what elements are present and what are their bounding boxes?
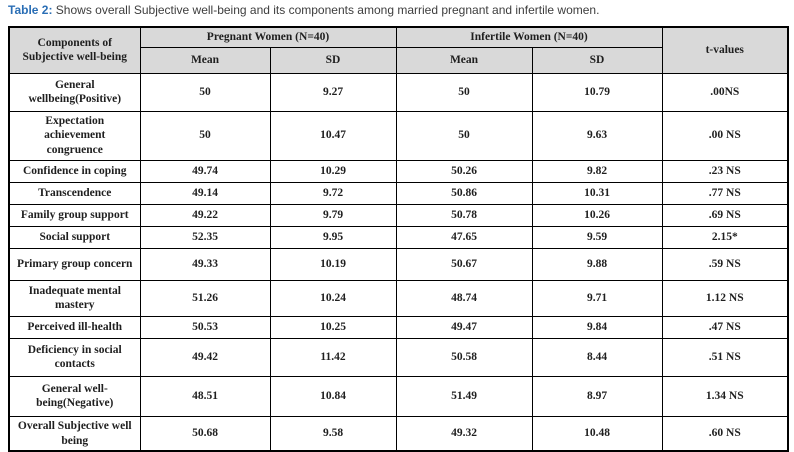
table-row: Perceived ill-health 50.53 10.25 49.47 9…	[8, 315, 789, 339]
cell-t-value: 1.34 NS	[661, 375, 789, 417]
cell-infertile-sd: 10.48	[531, 415, 663, 452]
header-tvalues: t-values	[661, 26, 789, 74]
header-group-pregnant: Pregnant Women (N=40)	[139, 26, 397, 48]
table-row: Transcendence 49.14 9.72 50.86 10.31 .77…	[8, 181, 789, 205]
header-infertile-sd: SD	[531, 46, 663, 74]
row-component-label: Social support	[8, 225, 141, 249]
row-component-label: Transcendence	[8, 181, 141, 205]
cell-pregnant-sd: 10.25	[269, 315, 397, 339]
cell-t-value: .77 NS	[661, 181, 789, 205]
cell-pregnant-mean: 49.22	[139, 203, 271, 227]
row-component-label: Primary group concern	[8, 247, 141, 281]
row-component-label: Deficiency in social contacts	[8, 337, 141, 377]
cell-pregnant-sd: 10.24	[269, 279, 397, 317]
cell-infertile-mean: 50.86	[395, 181, 533, 205]
cell-infertile-sd: 9.71	[531, 279, 663, 317]
cell-infertile-mean: 50.58	[395, 337, 533, 377]
cell-pregnant-mean: 49.42	[139, 337, 271, 377]
cell-pregnant-mean: 49.14	[139, 181, 271, 205]
cell-infertile-mean: 49.32	[395, 415, 533, 452]
cell-t-value: 2.15*	[661, 225, 789, 249]
cell-infertile-mean: 47.65	[395, 225, 533, 249]
cell-infertile-mean: 50	[395, 72, 533, 112]
cell-infertile-mean: 49.47	[395, 315, 533, 339]
cell-t-value: .59 NS	[661, 247, 789, 281]
cell-pregnant-mean: 50.68	[139, 415, 271, 452]
cell-infertile-mean: 50.78	[395, 203, 533, 227]
cell-infertile-sd: 8.97	[531, 375, 663, 417]
row-component-label: General well-being(Negative)	[8, 375, 141, 417]
header-row-stats: Mean SD Mean SD	[9, 46, 788, 74]
cell-pregnant-sd: 10.47	[269, 110, 397, 161]
header-pregnant-mean: Mean	[139, 46, 271, 74]
cell-pregnant-mean: 52.35	[139, 225, 271, 249]
cell-pregnant-mean: 50	[139, 110, 271, 161]
cell-t-value: .69 NS	[661, 203, 789, 227]
cell-infertile-sd: 9.88	[531, 247, 663, 281]
table-row: General wellbeing(Positive) 50 9.27 50 1…	[8, 72, 789, 112]
cell-pregnant-sd: 11.42	[269, 337, 397, 377]
header-group-infertile: Infertile Women (N=40)	[395, 26, 663, 48]
row-component-label: Overall Subjective well being	[8, 415, 141, 452]
table-row: Confidence in coping 49.74 10.29 50.26 9…	[8, 159, 789, 183]
row-component-label: General wellbeing(Positive)	[8, 72, 141, 112]
cell-infertile-mean: 50.26	[395, 159, 533, 183]
cell-infertile-sd: 10.26	[531, 203, 663, 227]
cell-infertile-mean: 51.49	[395, 375, 533, 417]
table-caption-number: Table 2:	[8, 3, 53, 17]
cell-t-value: .00 NS	[661, 110, 789, 161]
cell-pregnant-sd: 9.58	[269, 415, 397, 452]
header-components: Components of Subjective well-being	[8, 26, 141, 74]
row-component-label: Confidence in coping	[8, 159, 141, 183]
cell-t-value: .47 NS	[661, 315, 789, 339]
cell-infertile-sd: 9.59	[531, 225, 663, 249]
table-row: Expectation achievement congruence 50 10…	[8, 110, 789, 161]
cell-t-value: .23 NS	[661, 159, 789, 183]
table-row: Social support 52.35 9.95 47.65 9.59 2.1…	[8, 225, 789, 249]
table-caption: Table 2: Shows overall Subjective well-b…	[8, 3, 788, 17]
cell-pregnant-mean: 50	[139, 72, 271, 112]
cell-infertile-sd: 9.82	[531, 159, 663, 183]
table-row: Family group support 49.22 9.79 50.78 10…	[8, 203, 789, 227]
cell-pregnant-mean: 51.26	[139, 279, 271, 317]
table-row: General well-being(Negative) 48.51 10.84…	[8, 375, 789, 417]
cell-pregnant-sd: 10.29	[269, 159, 397, 183]
row-component-label: Inadequate mental mastery	[8, 279, 141, 317]
cell-pregnant-sd: 9.95	[269, 225, 397, 249]
cell-t-value: .00NS	[661, 72, 789, 112]
cell-pregnant-sd: 9.27	[269, 72, 397, 112]
cell-infertile-mean: 50	[395, 110, 533, 161]
cell-infertile-mean: 48.74	[395, 279, 533, 317]
cell-infertile-sd: 10.31	[531, 181, 663, 205]
table-row: Overall Subjective well being 50.68 9.58…	[8, 415, 789, 452]
cell-infertile-sd: 9.63	[531, 110, 663, 161]
header-infertile-mean: Mean	[395, 46, 533, 74]
cell-pregnant-sd: 9.79	[269, 203, 397, 227]
cell-t-value: .60 NS	[661, 415, 789, 452]
table-row: Primary group concern 49.33 10.19 50.67 …	[8, 247, 789, 281]
row-component-label: Family group support	[8, 203, 141, 227]
cell-infertile-sd: 9.84	[531, 315, 663, 339]
cell-pregnant-sd: 10.19	[269, 247, 397, 281]
subjective-wellbeing-table: Components of Subjective well-being Preg…	[8, 26, 789, 452]
cell-pregnant-sd: 9.72	[269, 181, 397, 205]
cell-pregnant-mean: 48.51	[139, 375, 271, 417]
cell-infertile-sd: 10.79	[531, 72, 663, 112]
table-row: Deficiency in social contacts 49.42 11.4…	[8, 337, 789, 377]
header-row-groups: Components of Subjective well-being Preg…	[8, 26, 789, 74]
cell-pregnant-mean: 49.33	[139, 247, 271, 281]
table-row: Inadequate mental mastery 51.26 10.24 48…	[8, 279, 789, 317]
cell-pregnant-sd: 10.84	[269, 375, 397, 417]
row-component-label: Expectation achievement congruence	[8, 110, 141, 161]
cell-t-value: .51 NS	[661, 337, 789, 377]
cell-t-value: 1.12 NS	[661, 279, 789, 317]
row-component-label: Perceived ill-health	[8, 315, 141, 339]
table-caption-text: Shows overall Subjective well-being and …	[52, 3, 600, 17]
cell-pregnant-mean: 49.74	[139, 159, 271, 183]
cell-infertile-mean: 50.67	[395, 247, 533, 281]
cell-infertile-sd: 8.44	[531, 337, 663, 377]
cell-pregnant-mean: 50.53	[139, 315, 271, 339]
header-pregnant-sd: SD	[269, 46, 397, 74]
